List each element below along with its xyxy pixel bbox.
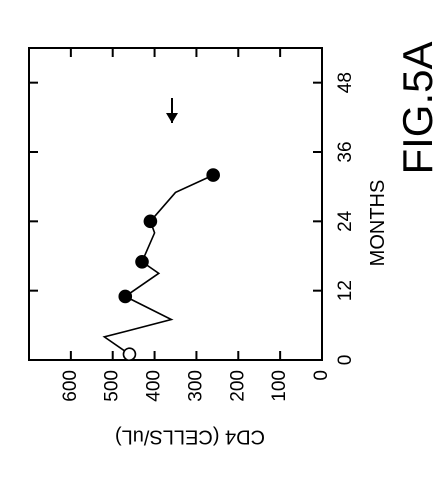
- data-point: [143, 214, 158, 229]
- y-tick-label: 400: [144, 370, 165, 402]
- y-tick-label: 200: [227, 370, 248, 402]
- x-tick-label: 12: [335, 280, 356, 301]
- y-tick-label: 0: [311, 370, 332, 381]
- y-tick-label: 500: [102, 370, 123, 402]
- rotated-figure: FIG.5A MONTHS CD4 (CELLS/uL) 0 100 200 300 4…: [28, 41, 437, 448]
- data-line: [102, 174, 214, 355]
- chart-title: FIG.5A: [394, 41, 437, 174]
- data-point: [122, 347, 137, 362]
- x-tick-label: 24: [335, 210, 356, 232]
- x-tick-label: 48: [335, 72, 356, 93]
- y-tick-label: 300: [185, 370, 206, 402]
- x-axis-label: MONTHS: [367, 180, 389, 267]
- data-point: [206, 168, 220, 182]
- y-axis-label: CD4 (CELLS/uL): [115, 426, 265, 448]
- x-tick-label: 0: [335, 355, 356, 366]
- data-point: [118, 289, 133, 304]
- x-tick-label: 36: [335, 141, 356, 162]
- y-tick-label: 100: [269, 370, 290, 402]
- plot-frame: [28, 47, 323, 361]
- arrow-head: [166, 113, 178, 123]
- data-point: [135, 254, 149, 269]
- y-tick-label: 600: [60, 370, 81, 402]
